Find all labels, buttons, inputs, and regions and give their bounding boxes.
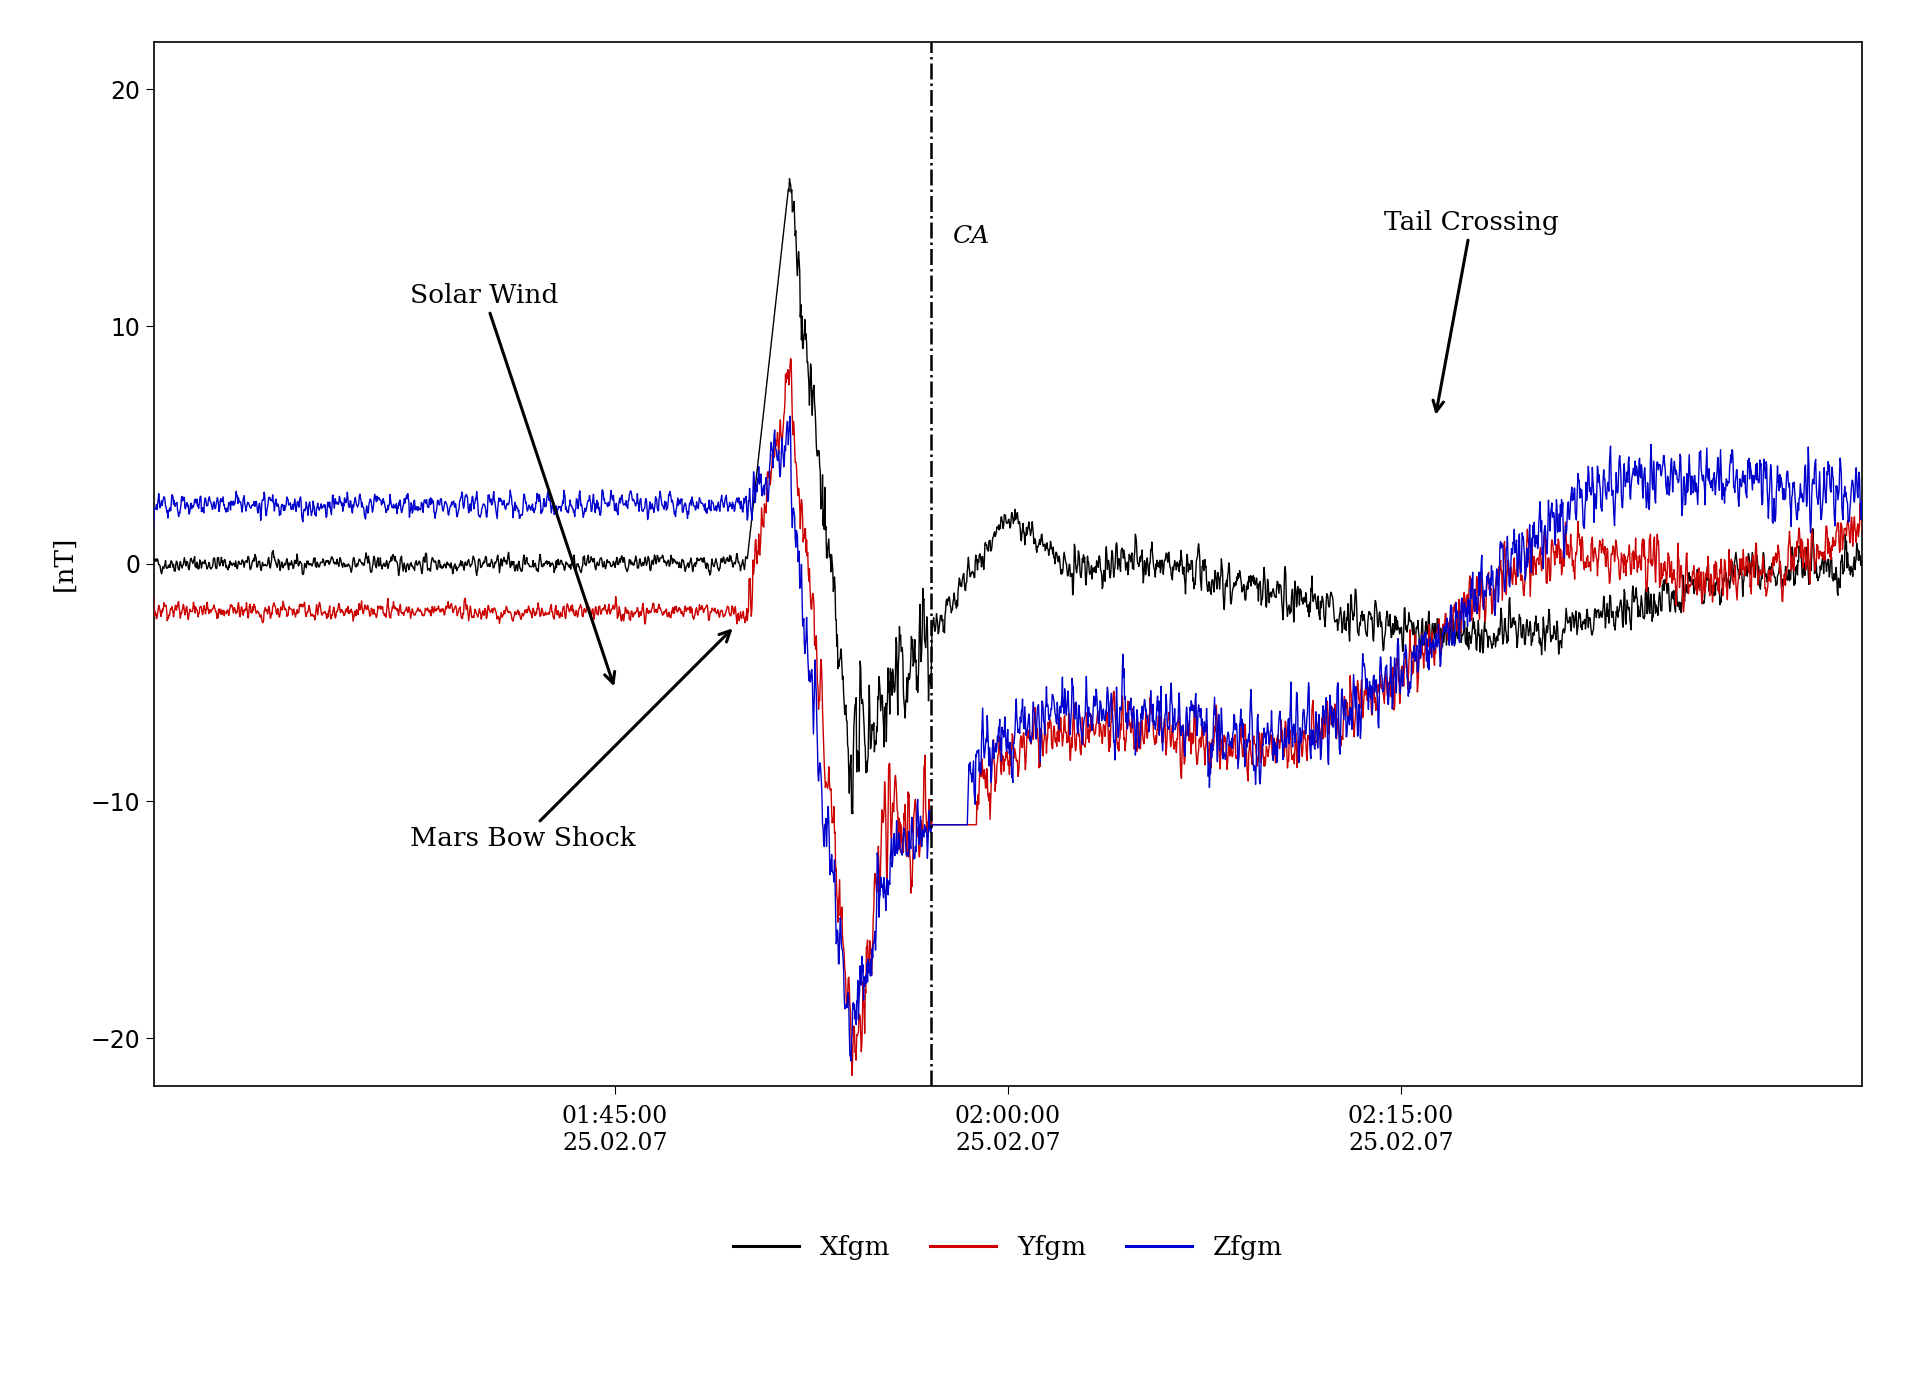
Y-axis label: [nT]: [nT] bbox=[52, 536, 77, 592]
Text: Tail Crossing: Tail Crossing bbox=[1384, 210, 1559, 412]
Text: Solar Wind: Solar Wind bbox=[409, 283, 614, 683]
Text: Mars Bow Shock: Mars Bow Shock bbox=[409, 631, 730, 851]
Legend: Xfgm, Yfgm, Zfgm: Xfgm, Yfgm, Zfgm bbox=[722, 1225, 1294, 1271]
Text: CA: CA bbox=[952, 226, 989, 248]
